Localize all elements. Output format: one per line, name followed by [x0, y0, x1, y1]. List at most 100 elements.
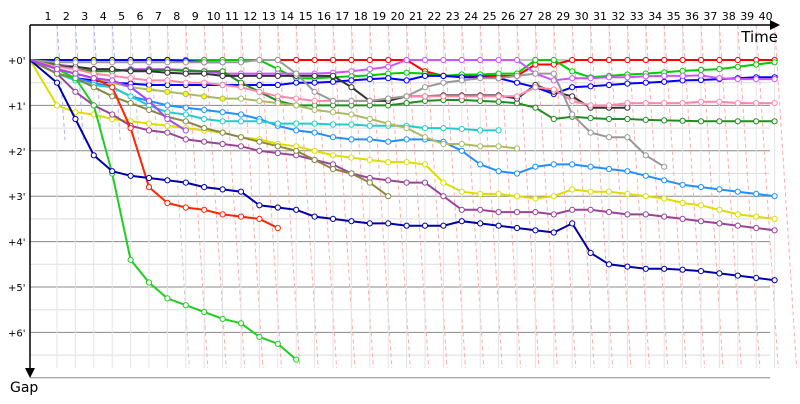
data-point	[421, 93, 429, 100]
data-point	[237, 118, 245, 125]
data-point	[164, 295, 171, 302]
data-point	[716, 66, 723, 73]
data-point	[256, 333, 263, 340]
data-point	[605, 209, 613, 216]
data-point	[53, 66, 61, 73]
data-point	[293, 70, 300, 77]
x-tick-label: 7	[155, 10, 162, 23]
data-point	[329, 165, 337, 173]
data-point	[661, 117, 668, 124]
data-point	[403, 222, 410, 229]
lap-line	[56, 24, 66, 141]
data-point	[145, 127, 153, 134]
lap-line	[608, 24, 632, 369]
data-point	[495, 209, 502, 216]
series-line	[29, 59, 775, 282]
data-point	[532, 56, 539, 64]
data-point	[182, 136, 189, 143]
data-point	[182, 70, 189, 77]
series-line	[29, 59, 775, 123]
data-point	[716, 186, 723, 193]
data-point	[624, 115, 631, 123]
data-point	[550, 229, 557, 236]
data-point	[477, 56, 484, 64]
data-point	[311, 56, 318, 64]
data-point	[127, 125, 134, 132]
data-point	[477, 190, 484, 197]
data-point	[385, 220, 392, 227]
lap-line	[479, 24, 503, 369]
series-19	[29, 59, 189, 134]
data-point	[219, 118, 226, 125]
y-tick-labels: +0' +1' +2' +3' +4' +5' +6'	[8, 56, 26, 339]
data-point	[697, 56, 705, 64]
data-point	[679, 199, 686, 207]
data-point	[127, 172, 134, 179]
data-point	[440, 222, 447, 229]
data-point	[513, 93, 521, 100]
data-point	[385, 95, 392, 102]
data-point	[201, 59, 208, 66]
data-point	[201, 138, 208, 145]
data-point	[311, 129, 318, 136]
data-point	[587, 115, 594, 122]
data-point	[72, 59, 79, 66]
data-point	[421, 161, 429, 168]
data-point	[237, 59, 245, 66]
x-tick-label: 8	[173, 10, 180, 23]
data-point	[624, 56, 631, 64]
data-point	[661, 213, 668, 220]
series-18	[29, 59, 778, 284]
data-point	[513, 56, 521, 64]
data-point	[348, 170, 355, 177]
data-point	[587, 188, 594, 195]
y-tick-label: +2'	[8, 147, 26, 158]
data-point	[642, 172, 649, 179]
x-tick-label: 10	[207, 10, 221, 23]
data-point	[256, 118, 263, 125]
data-point	[348, 97, 355, 105]
data-point	[72, 88, 79, 95]
data-point	[771, 193, 778, 200]
data-point	[734, 188, 741, 195]
data-point	[164, 77, 171, 84]
data-point	[127, 59, 134, 66]
data-point	[605, 102, 613, 109]
y-tick-label: +1'	[8, 101, 26, 112]
data-point	[201, 206, 208, 213]
data-point	[329, 121, 337, 128]
lap-line	[166, 24, 190, 369]
data-point	[734, 272, 741, 279]
data-point	[164, 115, 171, 123]
data-point	[716, 75, 723, 82]
data-point	[366, 156, 373, 163]
x-tick-label: 2	[63, 10, 70, 23]
data-point	[771, 76, 778, 83]
data-point	[366, 66, 373, 73]
data-point	[605, 74, 613, 81]
data-point	[385, 193, 392, 200]
data-point	[145, 86, 153, 93]
data-point	[550, 211, 557, 218]
data-point	[569, 56, 576, 64]
data-point	[753, 274, 760, 281]
series-9	[29, 56, 668, 170]
data-point	[256, 215, 263, 222]
data-point	[587, 75, 594, 82]
x-tick-label: 28	[538, 10, 552, 23]
data-point	[642, 100, 649, 107]
data-point	[109, 59, 116, 66]
data-point	[72, 70, 79, 77]
data-point	[421, 125, 429, 132]
data-point	[348, 84, 355, 91]
data-point	[679, 56, 686, 64]
data-point	[403, 69, 410, 76]
data-point	[256, 81, 263, 89]
series-line	[29, 59, 775, 232]
y-tick-label: +3'	[8, 192, 26, 203]
data-point	[329, 78, 337, 85]
x-tick-label: 34	[648, 10, 662, 23]
x-tick-label: 15	[299, 10, 313, 23]
data-point	[90, 152, 97, 159]
